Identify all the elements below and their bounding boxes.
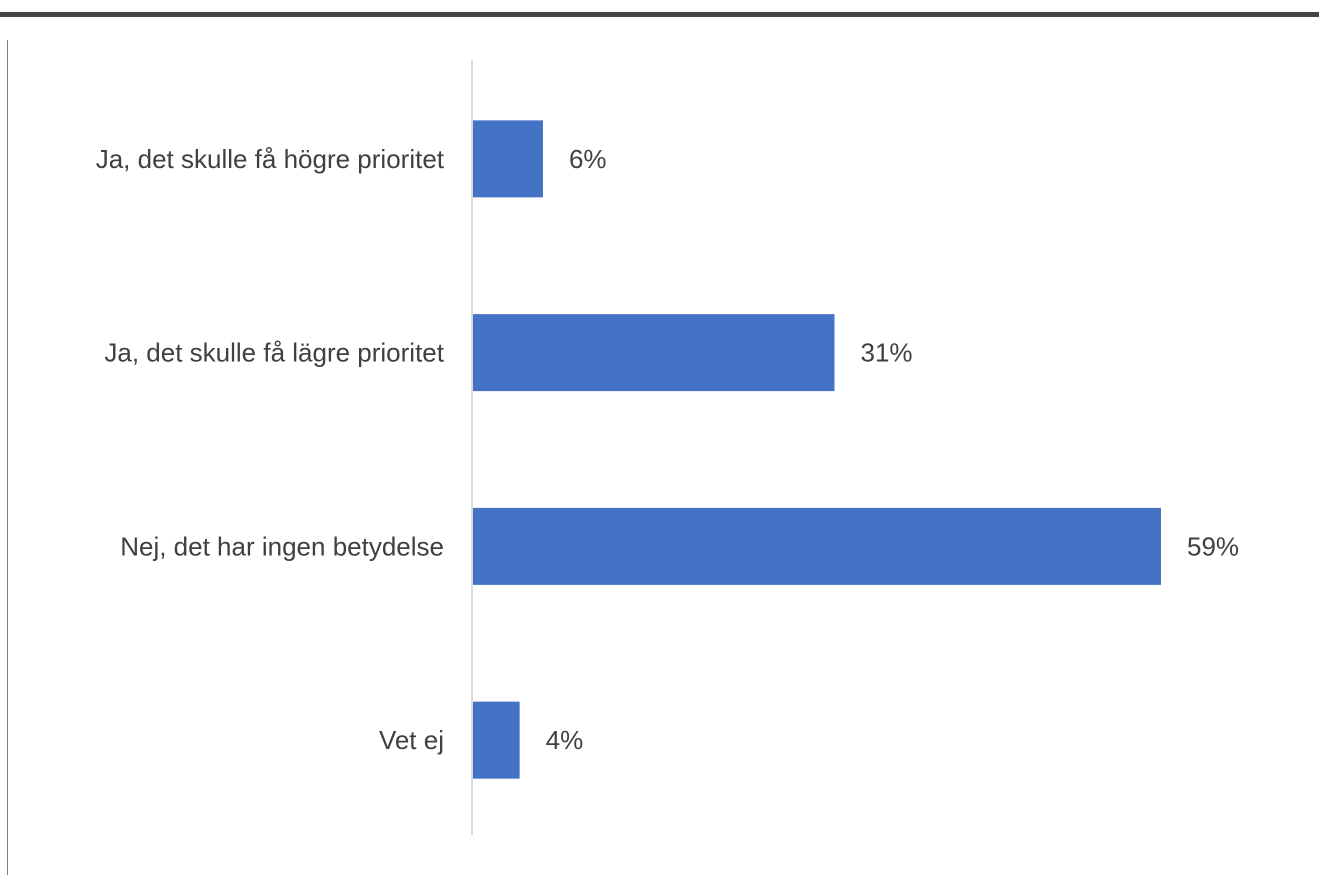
data-label-3: 4% (546, 725, 584, 755)
data-label-2: 59% (1187, 531, 1239, 561)
bar-1 (473, 314, 835, 392)
category-label-2: Nej, det har ingen betydelse (120, 531, 444, 561)
bars-group: Ja, det skulle få högre prioritet 6% Ja, d… (96, 120, 1239, 779)
category-label-0: Ja, det skulle få högre prioritet (96, 144, 445, 174)
data-label-1: 31% (860, 338, 912, 368)
data-label-0: 6% (569, 144, 607, 174)
category-label-3: Vet ej (379, 725, 444, 755)
category-label-1: Ja, det skulle få lägre prioritet (104, 338, 444, 368)
bar-3 (473, 701, 520, 779)
window-top-border (0, 0, 1319, 17)
bar-0 (473, 120, 543, 198)
window-left-border (7, 40, 8, 875)
bar-2 (473, 507, 1161, 585)
